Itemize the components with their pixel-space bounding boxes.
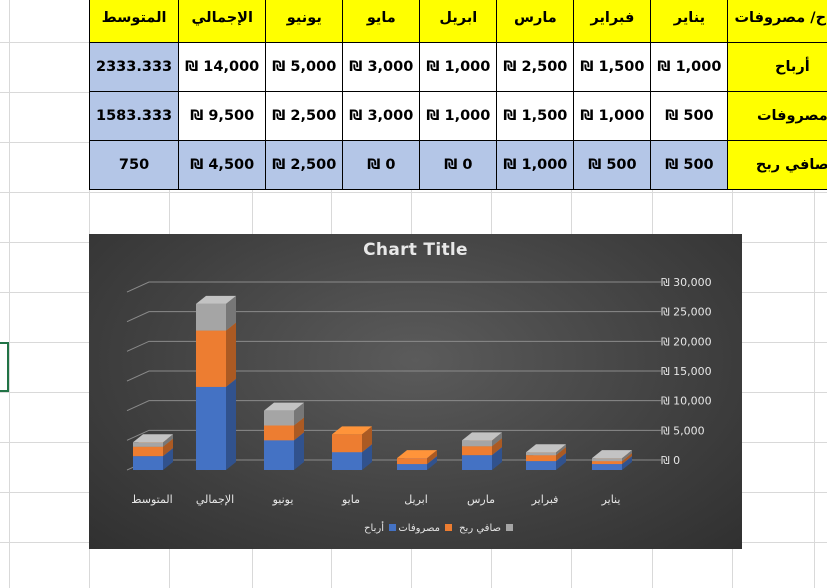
x-tick-label: يناير <box>601 493 621 506</box>
legend-item[interactable]: أرباح <box>364 521 396 534</box>
y-tick-label: ₪ 20,000 <box>661 335 712 348</box>
value-cell[interactable]: ₪ 5,000 <box>265 42 344 92</box>
bar-segment-2[interactable] <box>332 426 372 453</box>
chart-plot: ₪ 0 ₪ 5,000 ₪ 10,000 ₪ 15,000 ₪ 20,000 ₪ 25,0… <box>126 276 712 534</box>
gridline <box>126 281 661 293</box>
x-tick-label: المتوسط <box>131 493 172 506</box>
value-cell[interactable]: ₪ 1,000 <box>573 91 652 141</box>
table-row: 2333.333 ₪ 14,000 ₪ 5,000 ₪ 3,000 ₪ 1,000 ₪ 2… <box>88 42 827 92</box>
bar-segment-3[interactable] <box>264 402 304 426</box>
value-cell[interactable]: ₪ 14,000 <box>178 42 267 92</box>
average-cell[interactable]: 2333.333 <box>88 42 180 92</box>
header-cell[interactable]: مايو <box>342 0 421 43</box>
value-cell[interactable]: ₪ 9,500 <box>178 91 267 141</box>
table-row: 1583.333 ₪ 9,500 ₪ 2,500 ₪ 3,000 ₪ 1,000 ₪ 1,… <box>88 91 827 141</box>
row-label-cell[interactable]: صافي ربح <box>727 140 827 190</box>
selected-cell-indicator <box>0 342 9 392</box>
legend-label: مصروفات <box>398 523 440 534</box>
value-cell[interactable]: ₪ 1,500 <box>496 91 575 141</box>
bar-segment-1[interactable] <box>196 378 236 470</box>
x-tick-label: مارس <box>467 493 495 506</box>
x-tick-label: مايو <box>341 493 360 506</box>
legend-label: أرباح <box>364 521 384 534</box>
value-cell[interactable]: ₪ 1,000 <box>496 140 575 190</box>
average-cell[interactable]: 1583.333 <box>88 91 180 141</box>
bar-segment-2[interactable] <box>196 322 236 387</box>
row-label-cell[interactable]: أرباح <box>727 42 827 92</box>
y-tick-label: ₪ 15,000 <box>661 365 712 378</box>
value-cell[interactable]: ₪ 500 <box>650 91 729 141</box>
value-cell[interactable]: ₪ 1,000 <box>419 42 498 92</box>
value-cell[interactable]: ₪ 1,500 <box>573 42 652 92</box>
value-cell[interactable]: ₪ 1,000 <box>419 91 498 141</box>
header-cell[interactable]: أرباح/ مصروفات <box>727 0 827 43</box>
header-cell[interactable]: مارس <box>496 0 575 43</box>
bar-segment-3[interactable] <box>133 434 173 447</box>
value-cell[interactable]: ₪ 4,500 <box>178 140 267 190</box>
value-cell[interactable]: ₪ 1,000 <box>650 42 729 92</box>
gridline <box>126 340 661 352</box>
header-cell[interactable]: يناير <box>650 0 729 43</box>
x-tick-label: يونيو <box>272 493 294 506</box>
average-cell[interactable]: 750 <box>88 140 180 190</box>
gridline <box>126 370 661 382</box>
chart-title[interactable]: Chart Title <box>363 240 468 260</box>
bar-segment-3[interactable] <box>196 295 236 331</box>
value-cell[interactable]: ₪ 3,000 <box>342 91 421 141</box>
y-tick-label: ₪ 30,000 <box>661 276 712 289</box>
header-row: المتوسط الإجمالي يونيو مايو ابريل مارس فبراير ي… <box>88 0 827 43</box>
legend-item[interactable]: مصروفات <box>398 523 452 534</box>
value-cell[interactable]: ₪ 3,000 <box>342 42 421 92</box>
value-cell[interactable]: ₪ 500 <box>650 140 729 190</box>
value-cell[interactable]: ₪ 500 <box>573 140 652 190</box>
y-tick-label: ₪ 5,000 <box>661 424 705 437</box>
x-tick-label: ابريل <box>404 493 428 506</box>
data-table: المتوسط الإجمالي يونيو مايو ابريل مارس فبراير ي… <box>88 0 827 190</box>
chart-area[interactable]: Chart Title ₪ 0 ₪ 5,000 ₪ 10,000 ₪ 15,000 ₪ … <box>89 234 742 549</box>
header-cell[interactable]: ابريل <box>419 0 498 43</box>
header-cell[interactable]: يونيو <box>265 0 344 43</box>
x-tick-label: الإجمالي <box>196 493 234 506</box>
bar-segment-3[interactable] <box>592 450 632 462</box>
gridline <box>126 311 661 323</box>
value-cell[interactable]: ₪ 2,500 <box>265 91 344 141</box>
value-cell[interactable]: ₪ 0 <box>342 140 421 190</box>
legend-item[interactable]: صافي ربح <box>459 523 513 534</box>
legend-label: صافي ربح <box>459 523 501 534</box>
value-cell[interactable]: ₪ 2,500 <box>496 42 575 92</box>
table-row: 750 ₪ 4,500 ₪ 2,500 ₪ 0 ₪ 0 ₪ 1,000 ₪ 500 ₪ 500… <box>88 140 827 190</box>
row-label-cell[interactable]: مصروفات <box>727 91 827 141</box>
header-cell[interactable]: المتوسط <box>88 0 180 43</box>
gridline <box>126 429 661 441</box>
x-tick-label: فبراير <box>531 493 559 506</box>
bar-segment-3[interactable] <box>462 432 502 447</box>
header-cell[interactable]: الإجمالي <box>178 0 267 43</box>
value-cell[interactable]: ₪ 0 <box>419 140 498 190</box>
gridline <box>126 400 661 412</box>
y-tick-label: ₪ 25,000 <box>661 306 712 319</box>
value-cell[interactable]: ₪ 2,500 <box>265 140 344 190</box>
bar-segment-3[interactable] <box>526 444 566 456</box>
bar-segment-2[interactable] <box>397 450 437 465</box>
y-tick-label: ₪ 0 <box>661 454 680 467</box>
y-tick-label: ₪ 10,000 <box>661 395 712 408</box>
header-cell[interactable]: فبراير <box>573 0 652 43</box>
